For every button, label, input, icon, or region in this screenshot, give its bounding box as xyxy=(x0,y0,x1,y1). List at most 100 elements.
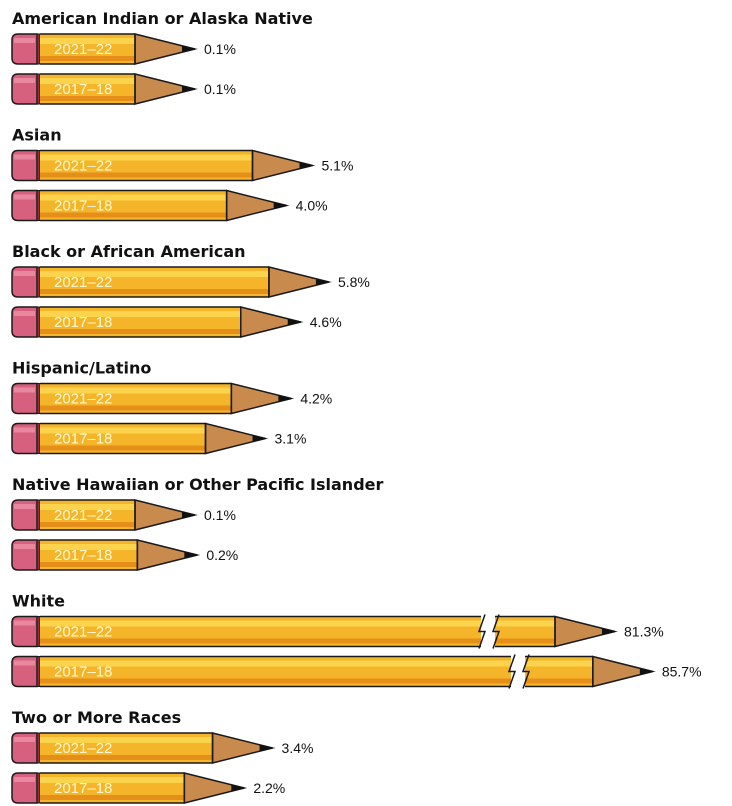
pencil-stripe-dark xyxy=(40,638,481,644)
eraser-highlight xyxy=(14,38,35,43)
pencil-bar: 2017–18 0.1% xyxy=(11,73,236,105)
year-label: 2017–18 xyxy=(54,81,112,98)
year-label: 2021–22 xyxy=(54,507,112,524)
eraser-highlight xyxy=(14,544,35,549)
eraser-highlight xyxy=(14,271,35,276)
pencil-stripe-light xyxy=(40,777,185,783)
value-label: 0.2% xyxy=(206,547,238,563)
ferrule xyxy=(36,423,41,454)
pencil-lead xyxy=(299,162,316,169)
ferrule xyxy=(36,73,41,105)
category-group: American Indian or Alaska Native 2021–22 0… xyxy=(11,9,313,105)
pencil-stripe-light xyxy=(40,78,135,84)
year-label: 2017–18 xyxy=(54,431,112,448)
pencil-stripe-dark xyxy=(40,172,253,178)
ferrule xyxy=(36,732,41,764)
pencil-stripe-light xyxy=(40,38,135,44)
ferrule xyxy=(36,383,41,414)
pencil-stripe-dark xyxy=(40,678,511,684)
pencil-stripe-dark xyxy=(40,212,227,218)
value-label: 0.1% xyxy=(204,507,236,523)
value-label: 5.8% xyxy=(338,274,370,290)
year-label: 2017–18 xyxy=(54,780,112,797)
value-label: 4.6% xyxy=(310,314,342,330)
ferrule xyxy=(36,499,41,531)
category-group: Hispanic/Latino 2021–22 4.2% 2017–18 3.1% xyxy=(11,359,332,455)
pencil-bar: 2017–18 0.2% xyxy=(11,539,238,571)
value-label: 2.2% xyxy=(253,780,285,796)
category-title: Two or More Races xyxy=(12,708,181,727)
pencil-lead xyxy=(639,668,656,675)
year-label: 2017–18 xyxy=(54,547,112,564)
value-label: 4.0% xyxy=(296,198,328,214)
category-title: Hispanic/Latino xyxy=(12,359,151,378)
pencil-bar: 2021–22 4.2% xyxy=(11,382,332,415)
year-label: 2017–18 xyxy=(54,314,112,331)
pencil-stripe-dark xyxy=(40,56,135,61)
value-label: 3.1% xyxy=(275,431,307,447)
pencil-stripe-light xyxy=(40,504,135,510)
ferrule xyxy=(36,33,41,65)
pencil-stripe-light xyxy=(40,544,138,550)
pencil-bar: 2021–22 0.1% xyxy=(11,33,236,65)
pencil-stripe-light xyxy=(40,660,511,667)
pencil-lead xyxy=(287,318,304,326)
pencil-stripe-light xyxy=(40,154,253,161)
pencil-bar: 2017–18 3.1% xyxy=(11,422,307,455)
axis-break-mark xyxy=(477,614,487,649)
year-label: 2021–22 xyxy=(54,274,112,291)
pencil-lead xyxy=(259,744,276,752)
eraser-highlight xyxy=(14,777,35,782)
year-label: 2021–22 xyxy=(54,740,112,757)
category-title: White xyxy=(12,592,65,611)
category-group: White 2021–22 81.3% 2017–18 85.7% xyxy=(11,592,702,689)
pencil-stripe-light xyxy=(495,620,555,627)
pencil-stripe-dark xyxy=(40,795,185,800)
pencil-lead xyxy=(184,551,201,559)
eraser-highlight xyxy=(14,504,35,509)
ferrule xyxy=(36,539,41,571)
ferrule xyxy=(36,772,41,804)
pencil-bar: 2017–18 4.0% xyxy=(11,189,328,222)
eraser-highlight xyxy=(14,427,35,433)
value-label: 0.1% xyxy=(204,41,236,57)
pencil-stripe-dark xyxy=(525,678,593,684)
pencil-bar: 2017–18 2.2% xyxy=(11,772,285,804)
pencil-bar: 2017–18 4.6% xyxy=(11,306,342,338)
pencil-lead xyxy=(278,395,295,402)
pencil-stripe-dark xyxy=(40,329,241,334)
pencil-lead xyxy=(231,784,248,792)
pencil-lead xyxy=(182,85,198,93)
pencil-stripe-light xyxy=(40,271,269,277)
pencil-bar: 2021–22 5.1% xyxy=(11,149,353,182)
axis-break-mark xyxy=(491,614,501,649)
pencil-stripe-dark xyxy=(40,562,138,567)
category-title: Asian xyxy=(12,126,62,145)
pencil-stripe-light xyxy=(40,311,241,317)
pencil-lead xyxy=(182,511,198,519)
eraser-highlight xyxy=(14,78,35,83)
pencil-lead xyxy=(252,435,269,442)
pencil-stripe-light xyxy=(40,737,213,743)
category-group: Black or African American 2021–22 5.8% 2017… xyxy=(11,242,370,338)
ferrule xyxy=(36,150,41,181)
year-label: 2021–22 xyxy=(54,41,112,58)
pencil-bar: 2017–18 85.7% xyxy=(11,654,702,689)
pencil-stripe-dark xyxy=(40,405,232,411)
pencil-lead xyxy=(602,628,618,635)
value-label: 4.2% xyxy=(300,391,332,407)
pencil-stripe-light xyxy=(40,194,227,201)
pencil-bar: 2021–22 0.1% xyxy=(11,499,236,531)
value-label: 81.3% xyxy=(624,624,664,640)
axis-break-mark xyxy=(507,654,517,689)
pencil-stripe-dark xyxy=(40,96,135,101)
value-label: 0.1% xyxy=(204,81,236,97)
year-label: 2021–22 xyxy=(54,391,112,408)
category-group: Native Hawaiian or Other Pacific Islande… xyxy=(11,475,384,571)
eraser-highlight xyxy=(14,387,35,393)
ferrule xyxy=(36,266,41,298)
pencil-stripe-light xyxy=(525,660,593,667)
category-group: Asian 2021–22 5.1% 2017–18 4.0% xyxy=(11,126,353,222)
pencil-stripe-dark xyxy=(40,755,213,760)
